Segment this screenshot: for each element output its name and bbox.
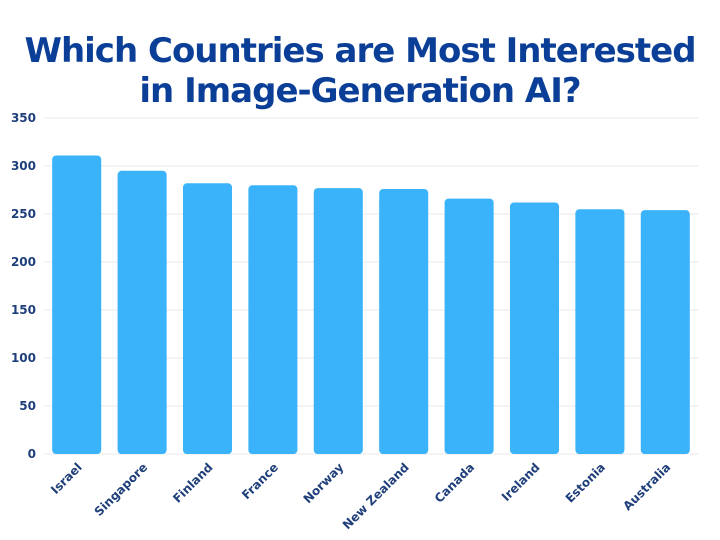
- x-tick-label: Finland: [170, 460, 215, 505]
- y-tick-label: 150: [11, 303, 36, 317]
- bar-estonia: [575, 209, 625, 454]
- bar-canada: [444, 198, 494, 454]
- y-tick-label: 200: [11, 255, 36, 269]
- bar-ireland: [509, 202, 560, 454]
- x-tick-label: Estonia: [563, 460, 608, 505]
- bars: [52, 155, 690, 455]
- y-tick-label: 250: [11, 207, 36, 221]
- x-tick-label: Ireland: [499, 460, 543, 504]
- x-tick-label: Australia: [620, 460, 673, 513]
- x-tick-label: Israel: [48, 460, 85, 497]
- y-tick-label: 100: [11, 351, 36, 365]
- x-tick-label: New Zealand: [340, 460, 412, 532]
- bar-norway: [313, 188, 363, 454]
- x-tick-label: Singapore: [92, 460, 151, 519]
- bar-singapore: [117, 170, 167, 455]
- bar-new-zealand: [379, 189, 429, 455]
- bar-france: [248, 185, 298, 454]
- chart-title-line-2: in Image-Generation AI?: [139, 71, 580, 111]
- y-axis: 0 50 100 150 200 250 300 350: [11, 111, 36, 461]
- y-tick-label: 300: [11, 159, 36, 173]
- bar-finland: [182, 183, 233, 454]
- bar-israel: [52, 155, 102, 454]
- x-tick-label: Canada: [432, 460, 477, 505]
- y-tick-label: 350: [11, 111, 36, 125]
- x-tick-label: Norway: [301, 460, 347, 506]
- chart-title-line-1: Which Countries are Most Interested: [24, 31, 695, 71]
- x-tick-label: France: [239, 460, 281, 502]
- bar-australia: [640, 210, 690, 454]
- y-tick-label: 0: [28, 447, 36, 461]
- y-tick-label: 50: [19, 399, 36, 413]
